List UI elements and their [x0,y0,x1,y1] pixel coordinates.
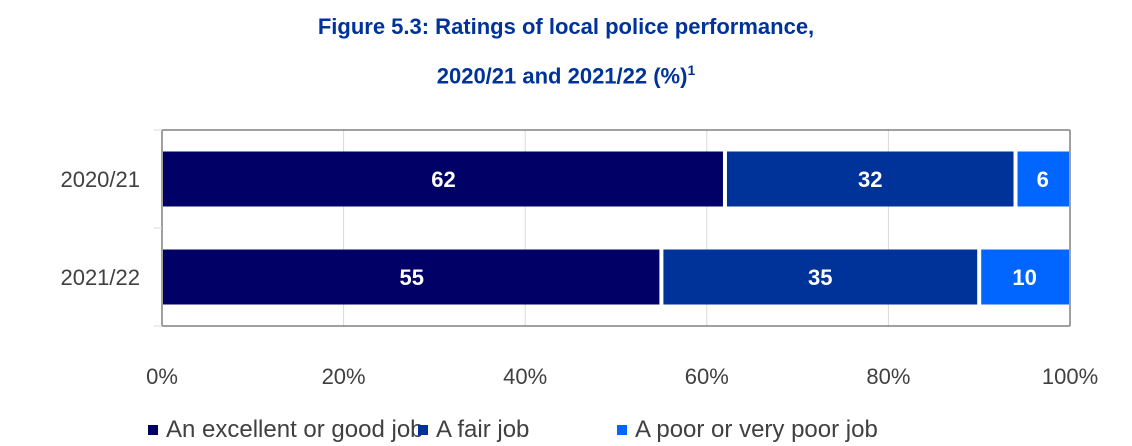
x-tick-label: 40% [503,364,547,389]
data-label: 62 [431,167,455,192]
chart-title-line2: 2020/21 and 2021/22 (%)1 [0,62,1132,89]
category-label: 2021/22 [60,265,140,290]
x-tick-label: 20% [322,364,366,389]
bar-segment [1017,151,1069,207]
legend-swatch [617,425,627,435]
x-tick-label: 100% [1042,364,1098,389]
data-label: 32 [858,167,882,192]
bar-segment [981,249,1069,305]
data-label: 10 [1012,265,1036,290]
data-label: 35 [808,265,832,290]
x-tick-label: 60% [685,364,729,389]
bar-segment [163,249,660,305]
title-footnote-marker: 1 [687,62,696,78]
legend-label: An excellent or good job [166,416,424,443]
legend-swatch [418,425,428,435]
chart-title-line2-text: 2020/21 and 2021/22 (%) [436,63,688,89]
legend-label: A poor or very poor job [635,416,878,443]
legend-label: A fair job [436,416,529,443]
chart-title-line1: Figure 5.3: Ratings of local police perf… [317,14,815,39]
x-tick-label: 80% [866,364,910,389]
bar-segment [663,249,978,305]
legend-swatch [148,425,158,435]
bar-segment [726,151,1014,207]
data-label: 55 [399,265,423,290]
category-label: 2020/21 [60,167,140,192]
bar-segment [163,151,723,207]
x-tick-label: 0% [146,364,178,389]
data-label: 6 [1037,167,1049,192]
